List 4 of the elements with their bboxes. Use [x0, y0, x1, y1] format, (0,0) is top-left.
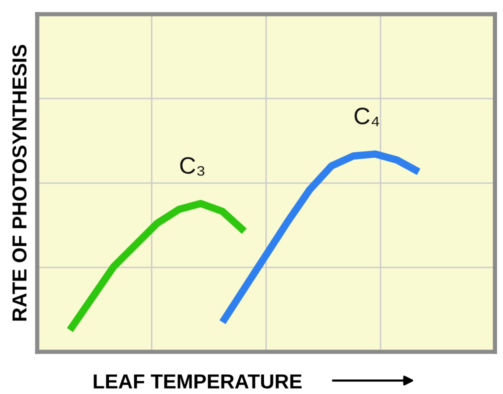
series-label: C₃: [180, 157, 204, 176]
y-axis-title: RATE OF PHOTOSYNTHESIS: [12, 44, 27, 321]
x-axis-title: LEAF TEMPERATURE: [94, 374, 302, 389]
series-label: C₄: [354, 108, 380, 126]
